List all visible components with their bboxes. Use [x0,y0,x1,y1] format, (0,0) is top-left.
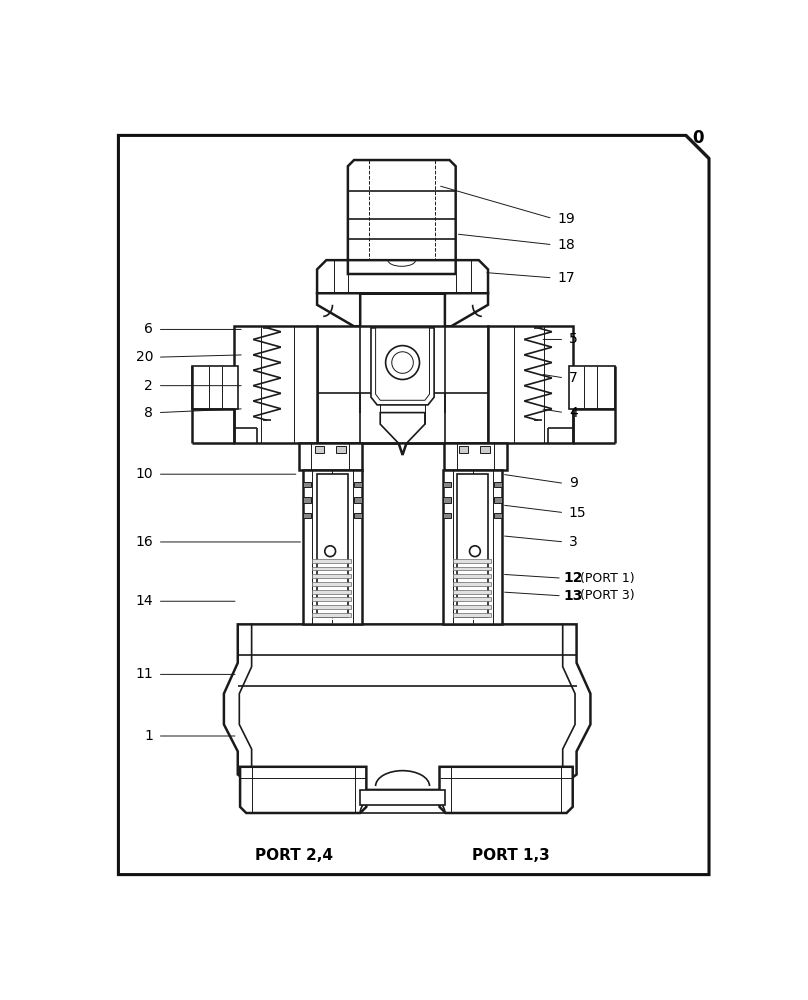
Text: 3: 3 [569,535,578,549]
Polygon shape [381,413,425,443]
Circle shape [469,546,480,557]
Bar [444,513,451,518]
Bar [488,326,573,443]
Bar [313,567,351,570]
Bar [336,446,346,453]
Bar [234,326,317,443]
Text: 4: 4 [569,406,578,420]
Bar [444,482,451,487]
Text: 19: 19 [558,212,575,226]
Text: 15: 15 [569,506,587,520]
Bar [494,513,502,518]
Text: 2: 2 [145,379,153,393]
Bar [444,443,507,470]
Bar [444,497,451,503]
Bar [354,513,362,518]
Bar [452,597,491,601]
Bar [354,482,362,487]
Bar [452,567,491,570]
Text: 14: 14 [136,594,153,608]
Text: 5: 5 [569,332,578,346]
Bar [313,574,351,578]
Bar [360,790,445,805]
Bar [452,574,491,578]
Bar [313,613,351,617]
Text: PORT 1,3: PORT 1,3 [472,848,550,863]
Bar [299,443,362,470]
Text: 18: 18 [558,238,575,252]
Bar [303,482,311,487]
Text: 7: 7 [569,371,578,385]
Text: 20: 20 [136,350,153,364]
Text: 6: 6 [144,322,153,336]
Circle shape [392,352,414,373]
Text: 17: 17 [558,271,575,285]
Text: PORT 2,4: PORT 2,4 [255,848,333,863]
Bar [459,446,468,453]
Bar [444,470,502,624]
Polygon shape [240,767,366,813]
Bar [313,590,351,594]
Text: 11: 11 [135,667,153,681]
Bar [457,474,488,617]
Text: 8: 8 [144,406,153,420]
Text: 12: 12 [563,571,583,585]
Bar [315,446,324,453]
Bar [313,582,351,586]
Polygon shape [317,260,488,293]
Bar [303,470,362,624]
Bar [313,605,351,609]
Bar [317,326,488,443]
Bar [480,446,490,453]
Bar [452,590,491,594]
Polygon shape [440,767,573,813]
Polygon shape [376,328,430,400]
Polygon shape [371,328,434,405]
Polygon shape [317,293,488,326]
Bar [303,497,311,503]
Circle shape [325,546,335,557]
Bar [569,366,615,409]
Polygon shape [348,160,456,260]
Bar [494,497,502,503]
Polygon shape [224,624,591,790]
Text: 16: 16 [135,535,153,549]
Bar [191,366,238,409]
Bar [354,497,362,503]
Polygon shape [398,443,406,455]
Text: (PORT 3): (PORT 3) [580,589,635,602]
Text: 9: 9 [569,476,578,490]
Circle shape [385,346,419,379]
Text: 1: 1 [144,729,153,743]
Text: (PORT 1): (PORT 1) [580,572,635,585]
Bar [452,582,491,586]
Bar [313,597,351,601]
Bar [317,474,348,617]
Text: 0: 0 [692,129,704,147]
Bar [494,482,502,487]
Text: 13: 13 [563,589,583,603]
Text: 10: 10 [136,467,153,481]
Bar [452,605,491,609]
Polygon shape [119,135,709,875]
Bar [303,513,311,518]
Bar [313,559,351,563]
Bar [452,613,491,617]
Bar [452,559,491,563]
